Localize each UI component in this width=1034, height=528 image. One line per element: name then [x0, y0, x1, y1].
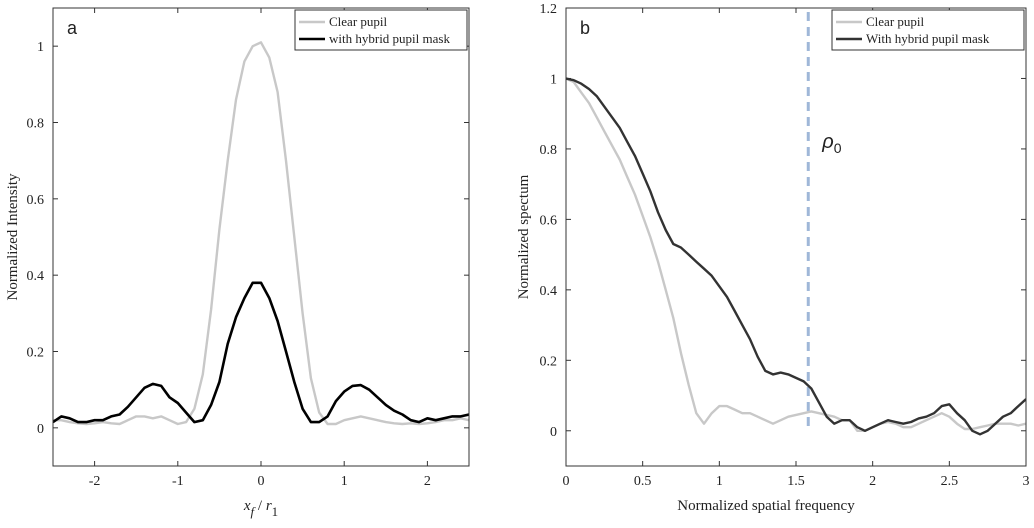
series-line-clear-pupil: [566, 77, 1026, 432]
x-tick-label: -1: [172, 474, 184, 489]
x-tick-label: 0: [258, 474, 265, 489]
x-axis-label: Normalized spatial frequency: [677, 498, 855, 514]
y-tick-label: 0.2: [27, 346, 45, 361]
x-axis-label-part: r: [266, 498, 272, 514]
legend-entry: Clear pupil: [329, 14, 388, 29]
x-tick-label: 1: [716, 474, 723, 489]
series-line-clear-pupil: [53, 41, 469, 426]
y-tick-label: 1: [37, 40, 44, 55]
y-tick-label: 0.4: [540, 284, 558, 299]
y-tick-label: 0.2: [540, 354, 558, 369]
y-tick-label: 0.8: [27, 117, 45, 132]
legend-box: [294, 9, 468, 51]
y-axis-label: Normalized Intensity: [5, 173, 21, 301]
x-axis-label-part: 1: [272, 504, 279, 519]
y-tick-label: 0: [37, 422, 44, 437]
y-axis-label: Normalized spectum: [516, 174, 532, 299]
x-tick-label: 3: [1023, 474, 1030, 489]
panel-label: b: [580, 18, 590, 38]
x-tick-label: -2: [89, 474, 101, 489]
y-tick-label: 1.2: [540, 2, 558, 17]
x-tick-label: 2.5: [941, 474, 959, 489]
x-tick-label: 1.5: [787, 474, 805, 489]
x-tick-label: 0.5: [634, 474, 652, 489]
panel-label: a: [67, 18, 78, 38]
x-tick-label: 2: [424, 474, 431, 489]
legend-box: [831, 9, 1025, 51]
rho0-label-symbol: ρ: [821, 131, 833, 153]
x-axis-label-part: f: [251, 504, 257, 519]
rho0-label-subscript: 0: [834, 140, 842, 156]
x-tick-label: 1: [341, 474, 348, 489]
y-tick-label: 0.6: [540, 213, 558, 228]
series-line-hybrid-pupil-mask: [566, 77, 1026, 436]
x-tick-label: 2: [869, 474, 876, 489]
axes-frame: [565, 7, 1027, 467]
y-tick-label: 0.6: [27, 193, 45, 208]
series-line-hybrid-pupil-mask: [53, 281, 469, 424]
y-tick-label: 1: [550, 72, 557, 87]
y-tick-label: 0.8: [540, 143, 558, 158]
legend-entry: with hybrid pupil mask: [329, 31, 450, 46]
legend-entry: With hybrid pupil mask: [866, 31, 990, 46]
y-tick-label: 0.4: [27, 269, 45, 284]
x-axis-label-part: x: [243, 498, 251, 514]
rho0-label: ρ0: [821, 131, 841, 156]
y-tick-label: 0: [550, 425, 557, 440]
x-tick-label: 0: [563, 474, 570, 489]
x-axis-label: xf / r1: [243, 498, 278, 519]
legend-entry: Clear pupil: [866, 14, 925, 29]
axes-frame: [52, 7, 470, 467]
x-axis-label-part: /: [254, 498, 266, 514]
